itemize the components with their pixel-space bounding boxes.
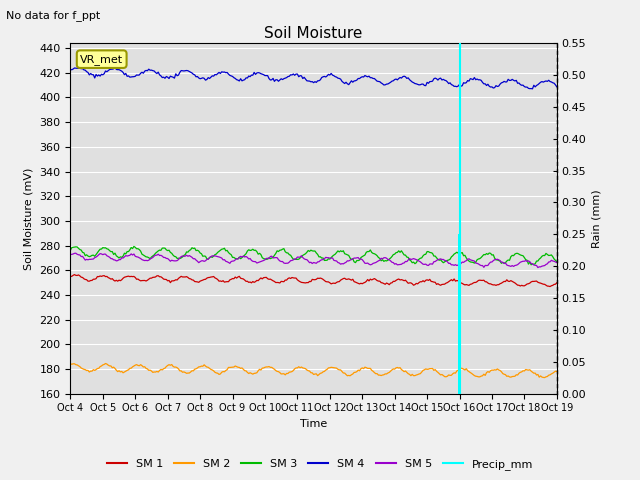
- SM 5: [553, 260, 561, 265]
- SM 4: [529, 86, 536, 92]
- SM 1: [495, 282, 502, 288]
- SM 3: [372, 252, 380, 257]
- SM 1: [67, 274, 74, 279]
- SM 4: [111, 64, 119, 70]
- SM 2: [553, 369, 561, 374]
- SM 2: [159, 367, 166, 373]
- SM 1: [81, 276, 89, 282]
- SM 4: [495, 83, 502, 89]
- SM 2: [67, 361, 74, 367]
- X-axis label: Time: Time: [300, 419, 327, 429]
- SM 3: [553, 259, 561, 264]
- SM 3: [159, 245, 166, 251]
- Y-axis label: Rain (mm): Rain (mm): [592, 189, 602, 248]
- Line: SM 5: SM 5: [70, 253, 557, 267]
- SM 1: [372, 276, 380, 282]
- SM 5: [67, 252, 74, 257]
- SM 4: [80, 67, 88, 73]
- SM 4: [361, 72, 369, 78]
- SM 1: [361, 279, 369, 285]
- SM 5: [495, 257, 502, 263]
- SM 5: [534, 264, 541, 270]
- SM 3: [130, 243, 138, 249]
- SM 5: [72, 251, 79, 256]
- SM 2: [541, 375, 548, 381]
- Y-axis label: Soil Moisture (mV): Soil Moisture (mV): [24, 167, 34, 270]
- SM 2: [80, 366, 88, 372]
- SM 5: [345, 258, 353, 264]
- SM 4: [372, 77, 380, 83]
- SM 2: [495, 367, 502, 373]
- Title: Soil Moisture: Soil Moisture: [264, 25, 363, 41]
- SM 4: [553, 84, 561, 90]
- SM 1: [159, 275, 166, 281]
- SM 3: [80, 250, 88, 256]
- SM 1: [546, 284, 554, 289]
- Legend: SM 1, SM 2, SM 3, SM 4, SM 5, Precip_mm: SM 1, SM 2, SM 3, SM 4, SM 5, Precip_mm: [102, 455, 538, 474]
- SM 3: [527, 262, 535, 268]
- SM 3: [361, 252, 369, 258]
- SM 2: [345, 372, 353, 378]
- SM 5: [372, 260, 380, 265]
- Line: SM 1: SM 1: [70, 275, 557, 287]
- SM 4: [67, 66, 74, 72]
- SM 1: [553, 280, 561, 286]
- SM 3: [67, 248, 74, 253]
- SM 1: [70, 272, 78, 277]
- SM 2: [372, 371, 380, 376]
- Text: No data for f_ppt: No data for f_ppt: [6, 10, 100, 21]
- Line: SM 3: SM 3: [70, 246, 557, 265]
- SM 2: [361, 364, 369, 370]
- SM 5: [81, 257, 89, 263]
- Line: SM 2: SM 2: [70, 363, 557, 378]
- SM 3: [495, 258, 502, 264]
- Text: VR_met: VR_met: [80, 54, 124, 65]
- SM 1: [345, 276, 353, 282]
- SM 3: [345, 252, 353, 258]
- Bar: [458, 234, 461, 394]
- SM 4: [159, 75, 166, 81]
- SM 2: [102, 360, 109, 366]
- SM 5: [159, 253, 166, 259]
- Line: SM 4: SM 4: [70, 67, 557, 89]
- SM 4: [345, 82, 353, 87]
- SM 5: [361, 260, 369, 266]
